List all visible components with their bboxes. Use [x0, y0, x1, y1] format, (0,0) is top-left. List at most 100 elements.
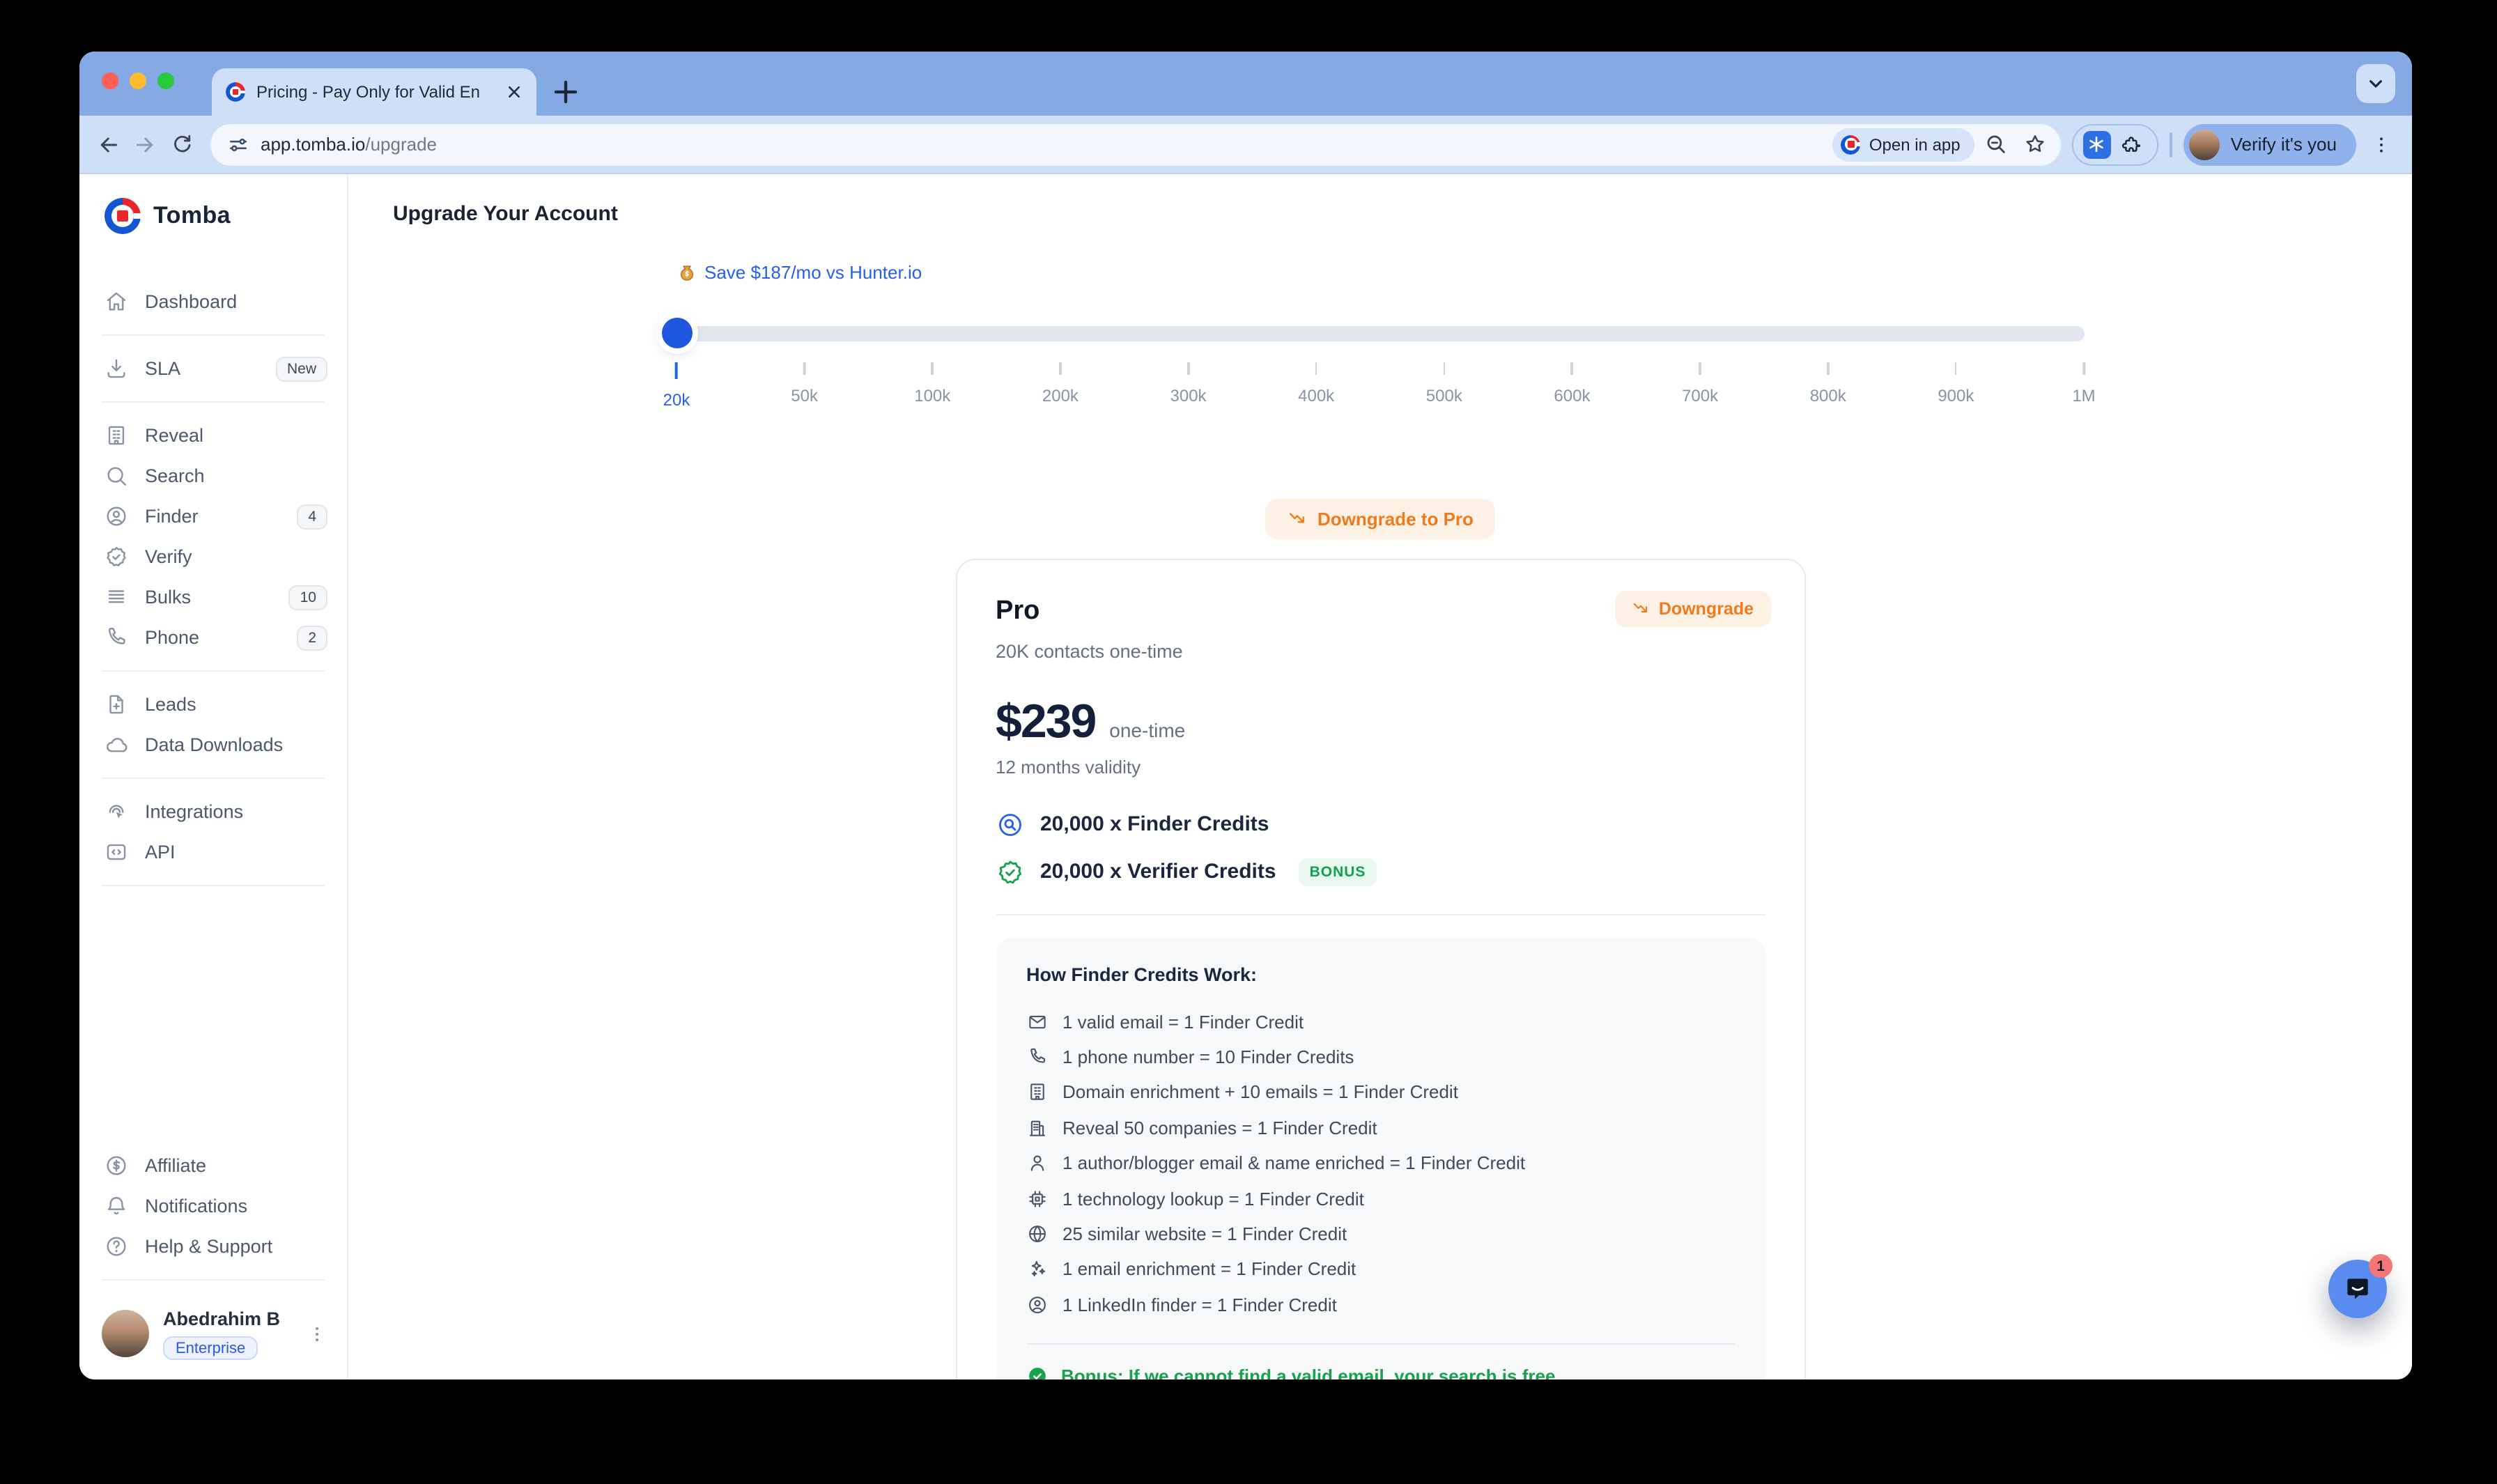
- sidebar-item-data-downloads[interactable]: Data Downloads: [79, 725, 347, 765]
- credits-list: 20,000 x Finder Credits 20,000 x Verifie…: [996, 810, 1765, 886]
- zoom-out-icon[interactable]: [1980, 127, 2013, 161]
- page-content: Tomba Dashboard SLA New Reveal: [79, 174, 2412, 1379]
- finder-count-badge: 4: [297, 504, 327, 529]
- sidebar-item-search[interactable]: Search: [79, 456, 347, 496]
- close-window-button[interactable]: [102, 72, 118, 89]
- bonus-badge: BONUS: [1298, 858, 1377, 886]
- sidebar-item-sla[interactable]: SLA New: [79, 348, 347, 389]
- how-item: Reveal 50 companies = 1 Finder Credit: [1026, 1110, 1734, 1145]
- sidebar-item-api[interactable]: API: [79, 832, 347, 872]
- slider-ticks: 20k 50k 100k 200k 300k 400k 500k 600k 70…: [663, 362, 2096, 426]
- cpu-icon: [1026, 1188, 1047, 1209]
- chat-unread-badge: 1: [2369, 1254, 2392, 1278]
- address-bar[interactable]: app.tomba.io/upgrade Open in app: [210, 123, 2061, 165]
- sidebar-item-verify[interactable]: Verify: [79, 536, 347, 577]
- back-button[interactable]: [91, 126, 127, 162]
- reload-button[interactable]: [163, 126, 199, 162]
- sidebar-item-phone[interactable]: Phone 2: [79, 617, 347, 658]
- sidebar-divider: [102, 1279, 325, 1281]
- bookmark-star-icon[interactable]: [2019, 127, 2053, 161]
- download-icon: [105, 357, 128, 380]
- slider-tick-300k[interactable]: 300k: [1170, 362, 1207, 405]
- savings-link[interactable]: Save $187/mo vs Hunter.io: [677, 262, 922, 283]
- sidebar-item-dashboard[interactable]: Dashboard: [79, 281, 347, 322]
- sidebar-divider: [102, 778, 325, 779]
- trending-down-icon: [1634, 603, 1648, 612]
- slider-tick-800k[interactable]: 800k: [1810, 362, 1846, 405]
- zoom-window-button[interactable]: [157, 72, 174, 89]
- sidebar-spacer: [79, 899, 347, 1145]
- slider-tick-500k[interactable]: 500k: [1426, 362, 1462, 405]
- tab-search-button[interactable]: [2356, 64, 2395, 103]
- bell-icon: [105, 1194, 128, 1218]
- site-settings-icon[interactable]: [227, 133, 249, 155]
- downgrade-badge[interactable]: Downgrade: [1615, 590, 1770, 626]
- finder-credit-icon: [996, 810, 1023, 838]
- minimize-window-button[interactable]: [130, 72, 146, 89]
- how-credits-panel: How Finder Credits Work: 1 valid email =…: [996, 937, 1765, 1379]
- url-text: app.tomba.io/upgrade: [261, 134, 437, 155]
- slider-tick-400k[interactable]: 400k: [1298, 362, 1334, 405]
- globe-icon: [1026, 1223, 1047, 1244]
- sidebar: Tomba Dashboard SLA New Reveal: [79, 174, 348, 1379]
- phone-icon: [1026, 1046, 1047, 1067]
- browser-menu-button[interactable]: [2365, 127, 2398, 161]
- slider-track[interactable]: [677, 325, 2084, 341]
- slider-tick-900k[interactable]: 900k: [1938, 362, 1974, 405]
- slider-tick-1m[interactable]: 1M: [2072, 362, 2096, 405]
- verifier-credit-icon: [996, 858, 1023, 886]
- downgrade-to-pro-button[interactable]: Downgrade to Pro: [1265, 498, 1496, 539]
- cloud-icon: [105, 733, 128, 757]
- finder-credits-row: 20,000 x Finder Credits: [996, 810, 1765, 838]
- sidebar-nav: Dashboard SLA New Reveal Search: [79, 281, 347, 899]
- sidebar-item-leads[interactable]: Leads: [79, 684, 347, 725]
- traffic-lights: [102, 72, 174, 89]
- how-item: 1 phone number = 10 Finder Credits: [1026, 1039, 1734, 1075]
- slider-tick-700k[interactable]: 700k: [1682, 362, 1718, 405]
- sidebar-item-bulks[interactable]: Bulks 10: [79, 577, 347, 617]
- sidebar-item-integrations[interactable]: Integrations: [79, 791, 347, 832]
- slider-tick-50k[interactable]: 50k: [791, 362, 818, 405]
- slider-tick-100k[interactable]: 100k: [914, 362, 950, 405]
- open-in-app-button[interactable]: Open in app: [1832, 127, 1974, 161]
- slider-tick-200k[interactable]: 200k: [1042, 362, 1079, 405]
- user-circle-icon: [1026, 1294, 1047, 1315]
- forward-button[interactable]: [127, 126, 163, 162]
- sidebar-item-affiliate[interactable]: Affiliate: [79, 1145, 347, 1186]
- building-icon: [1026, 1118, 1047, 1138]
- sidebar-divider: [102, 670, 325, 672]
- sidebar-item-help[interactable]: Help & Support: [79, 1226, 347, 1267]
- slider-handle[interactable]: [661, 317, 692, 348]
- price-row: $239 one-time: [996, 695, 1765, 749]
- slider-tick-20k[interactable]: 20k: [663, 362, 690, 409]
- help-circle-icon: [105, 1235, 128, 1258]
- how-item: 1 valid email = 1 Finder Credit: [1026, 1004, 1734, 1039]
- tab-close-icon[interactable]: [503, 81, 525, 103]
- user-row[interactable]: Abedrahim B Enterprise: [79, 1293, 347, 1379]
- contacts-slider[interactable]: [661, 314, 2084, 350]
- sidebar-item-finder[interactable]: Finder 4: [79, 496, 347, 536]
- price-term: one-time: [1109, 718, 1186, 741]
- chat-launcher-button[interactable]: 1: [2328, 1254, 2392, 1318]
- page-title: Upgrade Your Account: [393, 202, 618, 226]
- trending-down-icon: [1288, 513, 1304, 523]
- user-name: Abedrahim B: [163, 1308, 281, 1329]
- profile-avatar: [2188, 129, 2220, 160]
- sidebar-item-reveal[interactable]: Reveal: [79, 415, 347, 456]
- price: $239: [996, 695, 1097, 748]
- toolbar-separator: [2169, 132, 2172, 157]
- sidebar-divider: [102, 885, 325, 886]
- badge-check-icon: [105, 545, 128, 569]
- extensions-puzzle-icon[interactable]: [2117, 129, 2147, 160]
- profile-chip[interactable]: Verify it's you: [2183, 123, 2356, 165]
- slider-tick-600k[interactable]: 600k: [1554, 362, 1590, 405]
- new-tab-button[interactable]: [548, 74, 584, 110]
- sidebar-item-notifications[interactable]: Notifications: [79, 1186, 347, 1226]
- browser-tab[interactable]: Pricing - Pay Only for Valid En: [212, 68, 536, 116]
- card-divider: [996, 913, 1765, 915]
- panel-divider: [1026, 1343, 1734, 1345]
- main-area: Upgrade Your Account Save $187/mo vs Hun…: [348, 174, 2412, 1379]
- user-menu-button[interactable]: [302, 1323, 330, 1344]
- brand[interactable]: Tomba: [79, 174, 347, 234]
- extension-snowflake-icon[interactable]: [2082, 130, 2111, 158]
